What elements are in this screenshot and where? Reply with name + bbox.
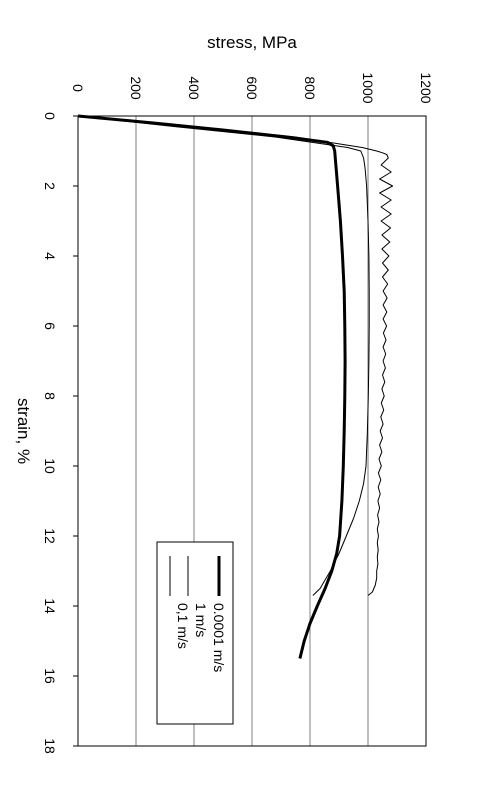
- stress-tick-1200: 1200: [418, 72, 434, 103]
- plot-frame: [77, 115, 427, 747]
- legend: 0.0001 m/s 1 m/s 0,1 m/s: [156, 541, 234, 725]
- strain-tick-4: 4: [42, 252, 58, 260]
- strain-tick-6: 6: [42, 322, 58, 330]
- stress-tick-800: 800: [302, 76, 318, 100]
- strain-tick-labels: 0 2 4 6 8 10 12 14 16 18: [42, 112, 78, 754]
- stress-tick-600: 600: [244, 76, 260, 100]
- legend-label-1: 1 m/s: [193, 603, 209, 637]
- strain-tick-14: 14: [42, 598, 58, 614]
- series-line-1: [77, 115, 394, 596]
- strain-tick-0: 0: [42, 112, 58, 120]
- strain-tick-10: 10: [42, 458, 58, 474]
- series-line-2: [77, 115, 370, 596]
- stress-tick-0: 0: [70, 84, 86, 92]
- stress-tick-200: 200: [128, 76, 144, 100]
- strain-tick-12: 12: [42, 528, 58, 544]
- data-series: [77, 114, 394, 659]
- strain-tick-2: 2: [42, 182, 58, 190]
- stress-axis-title: stress, MPa: [207, 33, 297, 52]
- strain-tick-16: 16: [42, 668, 58, 684]
- strain-tick-18: 18: [42, 738, 58, 754]
- strain-tick-8: 8: [42, 392, 58, 400]
- legend-label-0: 0.0001 m/s: [211, 603, 227, 672]
- legend-label-2: 0,1 m/s: [175, 603, 191, 649]
- strain-axis-title: strain, %: [14, 398, 33, 464]
- stress-tick-labels: 0 200 400 600 800 1000 1200: [70, 72, 434, 103]
- stress-tick-400: 400: [186, 76, 202, 100]
- stress-tick-1000: 1000: [360, 72, 376, 103]
